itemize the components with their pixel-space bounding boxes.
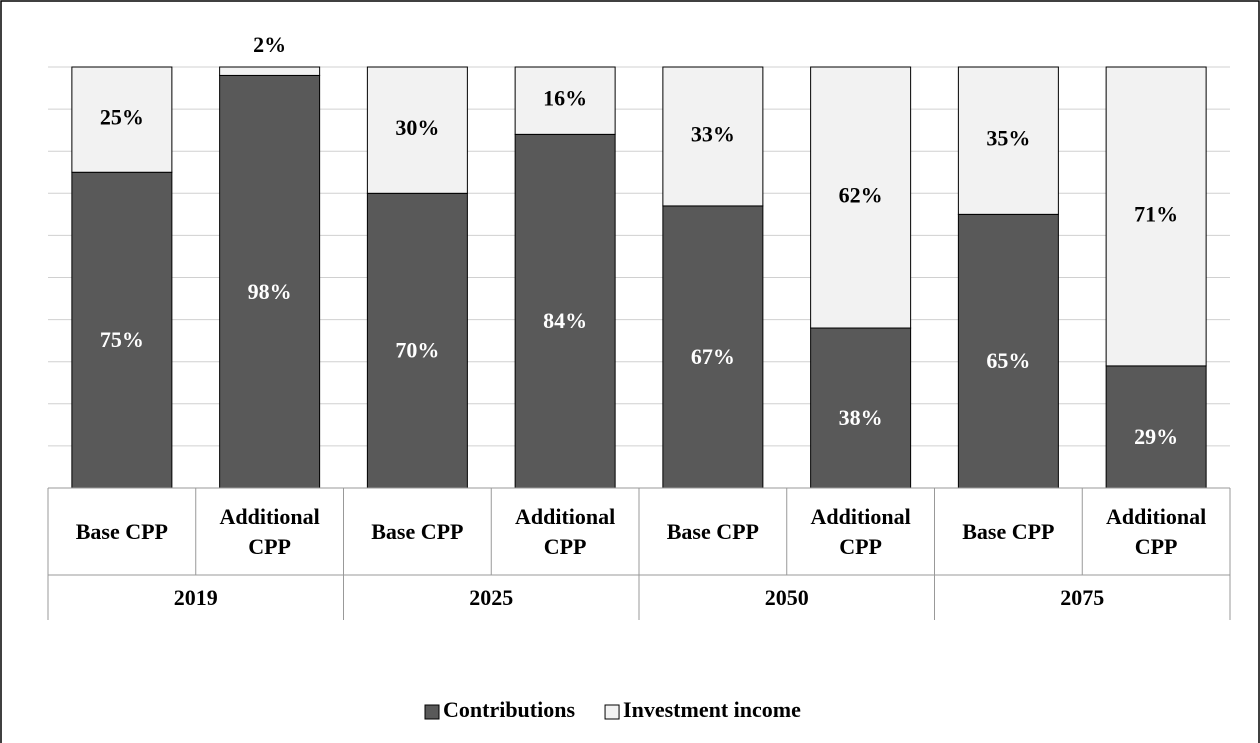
bar-segment [366, 192, 468, 489]
x-tick-label: Base CPP [371, 518, 464, 544]
data-label: 29% [1134, 424, 1178, 449]
bar-segment [957, 66, 1059, 215]
data-label: 75% [100, 327, 144, 352]
bar-segment [219, 66, 321, 76]
legend-label: Investment income [623, 697, 801, 722]
bar-segment [957, 213, 1059, 489]
data-label: 2% [253, 32, 286, 57]
group-label: 2050 [765, 585, 809, 610]
legend-swatch [424, 704, 440, 720]
bar-segment [514, 66, 616, 135]
x-tick-label: Base CPP [962, 518, 1055, 544]
data-label: 30% [395, 115, 439, 140]
group-label: 2019 [174, 585, 218, 610]
bar-segment [810, 66, 912, 329]
data-label: 71% [1134, 202, 1178, 227]
bar-segment [662, 66, 764, 207]
data-label: 65% [986, 348, 1030, 373]
bar-segment [662, 205, 764, 489]
x-tick-label: Additional CPP [810, 503, 911, 559]
bar-segment [366, 66, 468, 194]
x-tick-label: Additional CPP [514, 503, 616, 559]
legend-swatch [604, 704, 620, 720]
bar-segment [71, 171, 173, 489]
x-tick-label: Additional CPP [1105, 503, 1207, 559]
data-label: 98% [248, 279, 292, 304]
x-tick-label: Base CPP [666, 518, 759, 544]
bar-segment [71, 66, 173, 173]
bar-segment [810, 327, 912, 489]
legend-label: Contributions [443, 697, 575, 722]
data-label: 70% [395, 338, 439, 363]
data-label: 38% [839, 405, 883, 430]
data-label: 84% [543, 308, 587, 333]
data-label: 25% [100, 105, 144, 130]
x-tick-label: Base CPP [75, 518, 168, 544]
data-label: 67% [691, 344, 735, 369]
bar-segment [1105, 66, 1207, 367]
group-label: 2075 [1060, 585, 1104, 610]
bar-segment [219, 74, 321, 489]
x-tick-label: Additional CPP [219, 503, 320, 559]
data-label: 16% [543, 86, 587, 111]
data-label: 33% [691, 122, 735, 147]
data-label: 35% [986, 126, 1030, 151]
bar-segment [514, 133, 616, 489]
data-label: 62% [839, 183, 883, 208]
group-label: 2025 [469, 585, 513, 610]
